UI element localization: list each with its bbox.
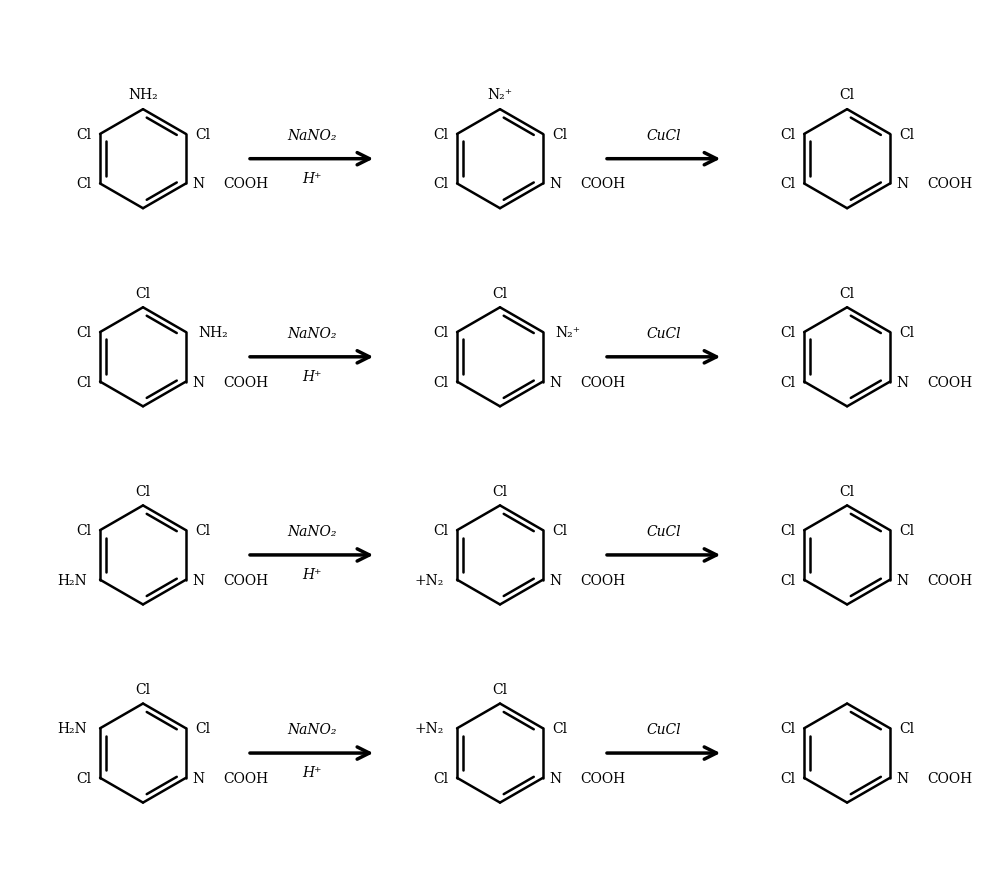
Text: COOH: COOH [581,573,626,587]
Text: Cl: Cl [492,682,508,696]
Text: Cl: Cl [433,375,448,389]
Text: Cl: Cl [433,128,448,142]
Text: Cl: Cl [780,524,795,538]
Text: Cl: Cl [433,771,448,785]
Text: Cl: Cl [76,771,91,785]
Text: COOH: COOH [928,771,973,785]
Text: N: N [896,177,909,191]
Text: N₂⁺: N₂⁺ [487,89,513,102]
Text: Cl: Cl [552,128,567,142]
Text: Cl: Cl [780,375,795,389]
Text: N: N [192,177,205,191]
Text: Cl: Cl [76,524,91,538]
Text: Cl: Cl [899,128,914,142]
Text: N: N [549,375,562,389]
Text: CuCl: CuCl [646,128,681,143]
Text: Cl: Cl [492,286,508,300]
Text: Cl: Cl [135,484,151,498]
Text: Cl: Cl [76,326,91,339]
Text: H⁺: H⁺ [302,567,321,581]
Text: Cl: Cl [195,524,210,538]
Text: COOH: COOH [224,375,269,389]
Text: +N₂: +N₂ [415,721,444,735]
Text: COOH: COOH [224,573,269,587]
Text: N: N [896,573,909,587]
Text: NaNO₂: NaNO₂ [287,128,336,143]
Text: Cl: Cl [780,573,795,587]
Text: N₂⁺: N₂⁺ [556,326,581,339]
Text: +N₂: +N₂ [415,573,444,587]
Text: COOH: COOH [581,177,626,191]
Text: CuCl: CuCl [646,525,681,539]
Text: Cl: Cl [76,177,91,191]
Text: H⁺: H⁺ [302,369,321,384]
Text: COOH: COOH [224,771,269,785]
Text: CuCl: CuCl [646,327,681,340]
Text: COOH: COOH [928,375,973,389]
Text: CuCl: CuCl [646,722,681,736]
Text: Cl: Cl [840,286,855,300]
Text: Cl: Cl [433,326,448,339]
Text: NaNO₂: NaNO₂ [287,722,336,736]
Text: COOH: COOH [581,375,626,389]
Text: COOH: COOH [581,771,626,785]
Text: Cl: Cl [433,177,448,191]
Text: Cl: Cl [195,128,210,142]
Text: NaNO₂: NaNO₂ [287,327,336,340]
Text: N: N [192,771,205,785]
Text: Cl: Cl [433,524,448,538]
Text: N: N [896,375,909,389]
Text: Cl: Cl [780,771,795,785]
Text: H₂N: H₂N [57,573,87,587]
Text: COOH: COOH [928,573,973,587]
Text: Cl: Cl [840,484,855,498]
Text: Cl: Cl [780,177,795,191]
Text: Cl: Cl [780,128,795,142]
Text: NaNO₂: NaNO₂ [287,525,336,539]
Text: N: N [192,375,205,389]
Text: Cl: Cl [492,484,508,498]
Text: Cl: Cl [76,375,91,389]
Text: N: N [549,771,562,785]
Text: COOH: COOH [928,177,973,191]
Text: Cl: Cl [135,286,151,300]
Text: Cl: Cl [552,721,567,735]
Text: NH₂: NH₂ [128,89,158,102]
Text: Cl: Cl [899,326,914,339]
Text: N: N [192,573,205,587]
Text: Cl: Cl [840,89,855,102]
Text: Cl: Cl [552,524,567,538]
Text: H₂N: H₂N [57,721,87,735]
Text: N: N [549,177,562,191]
Text: N: N [549,573,562,587]
Text: Cl: Cl [899,524,914,538]
Text: H⁺: H⁺ [302,766,321,779]
Text: NH₂: NH₂ [199,326,229,339]
Text: H⁺: H⁺ [302,171,321,185]
Text: Cl: Cl [899,721,914,735]
Text: Cl: Cl [195,721,210,735]
Text: Cl: Cl [135,682,151,696]
Text: Cl: Cl [780,721,795,735]
Text: Cl: Cl [780,326,795,339]
Text: Cl: Cl [76,128,91,142]
Text: N: N [896,771,909,785]
Text: COOH: COOH [224,177,269,191]
